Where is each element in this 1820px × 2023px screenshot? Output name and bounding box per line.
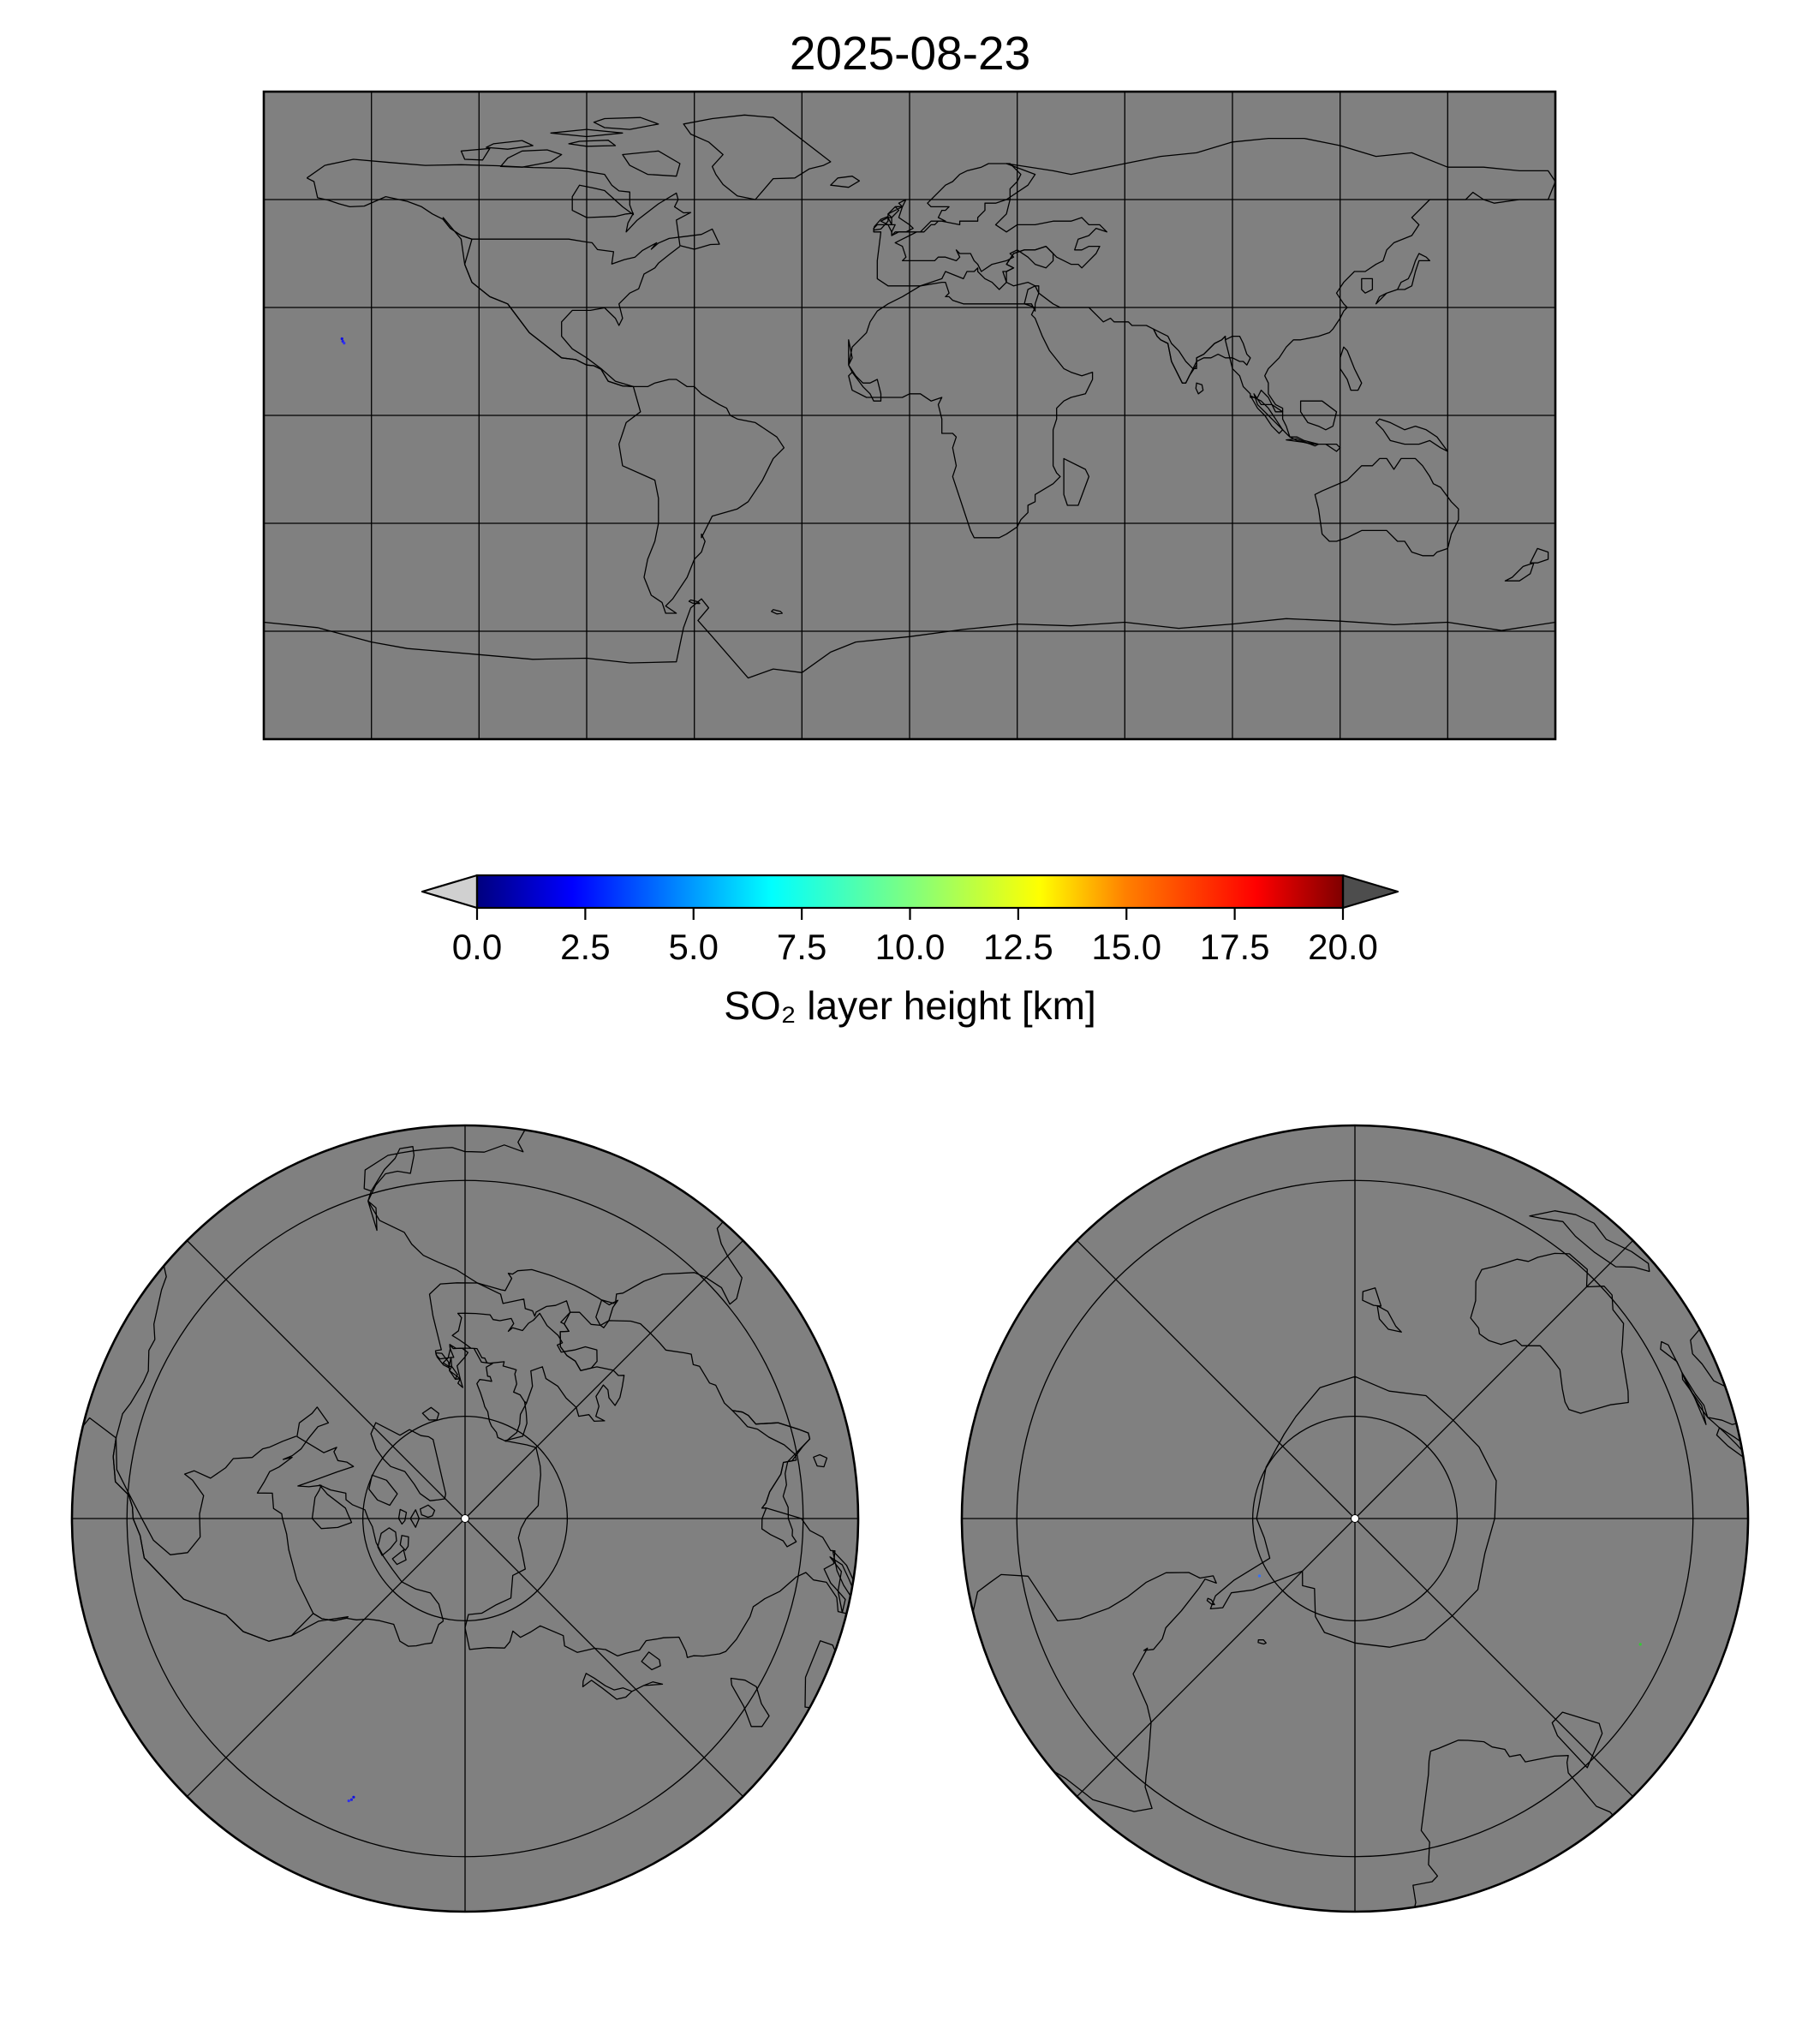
svg-text:10.0: 10.0 — [875, 927, 946, 967]
svg-text:0.0: 0.0 — [452, 927, 502, 967]
svg-text:20.0: 20.0 — [1308, 927, 1378, 967]
svg-text:SO₂ layer height [km]: SO₂ layer height [km] — [724, 983, 1096, 1028]
svg-text:7.5: 7.5 — [777, 927, 826, 967]
svg-text:15.0: 15.0 — [1091, 927, 1161, 967]
svg-text:2.5: 2.5 — [560, 927, 610, 967]
svg-text:5.0: 5.0 — [669, 927, 719, 967]
svg-text:12.5: 12.5 — [983, 927, 1053, 967]
svg-text:17.5: 17.5 — [1200, 927, 1270, 967]
